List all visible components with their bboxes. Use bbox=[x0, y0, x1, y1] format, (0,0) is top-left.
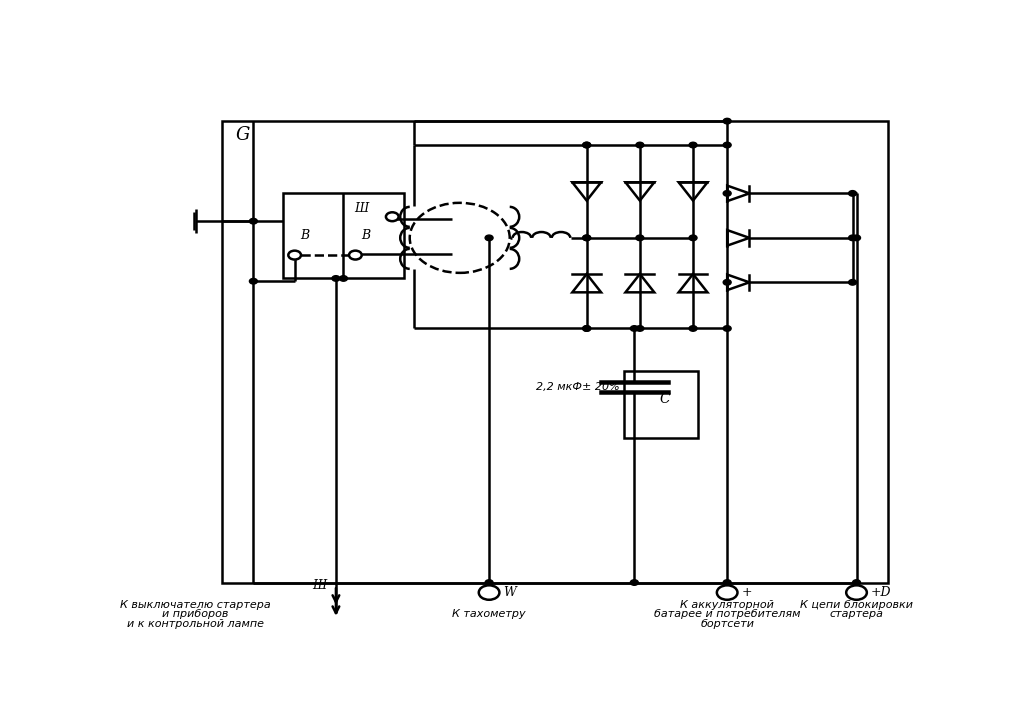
Circle shape bbox=[583, 142, 591, 148]
Circle shape bbox=[250, 279, 257, 284]
Circle shape bbox=[386, 212, 398, 221]
Circle shape bbox=[636, 235, 644, 240]
Text: Ш: Ш bbox=[312, 579, 327, 592]
Circle shape bbox=[349, 251, 361, 259]
Circle shape bbox=[723, 580, 731, 586]
Text: К цепи блокировки: К цепи блокировки bbox=[800, 600, 913, 610]
Circle shape bbox=[849, 235, 856, 240]
Circle shape bbox=[846, 586, 867, 600]
Circle shape bbox=[583, 326, 591, 331]
Text: G: G bbox=[236, 126, 250, 144]
Text: и приборов: и приборов bbox=[162, 609, 228, 619]
Circle shape bbox=[631, 580, 638, 586]
Circle shape bbox=[636, 326, 644, 331]
Circle shape bbox=[485, 235, 494, 240]
Text: К тахометру: К тахометру bbox=[453, 609, 526, 619]
Circle shape bbox=[717, 586, 737, 600]
Circle shape bbox=[289, 251, 301, 259]
Circle shape bbox=[583, 142, 591, 148]
Text: +: + bbox=[741, 586, 752, 599]
Circle shape bbox=[853, 235, 860, 240]
Text: К аккуляторной: К аккуляторной bbox=[680, 600, 774, 610]
Circle shape bbox=[849, 279, 856, 285]
Text: стартера: стартера bbox=[829, 609, 884, 619]
Circle shape bbox=[485, 580, 494, 586]
Circle shape bbox=[689, 142, 697, 148]
Circle shape bbox=[723, 191, 731, 196]
Text: Ш: Ш bbox=[354, 202, 368, 215]
Text: 2,2 мкФ± 20%: 2,2 мкФ± 20% bbox=[537, 383, 620, 392]
Text: В: В bbox=[361, 230, 371, 243]
Circle shape bbox=[583, 235, 591, 240]
Text: батарее и потребителям: батарее и потребителям bbox=[654, 609, 801, 619]
Text: +D: +D bbox=[870, 586, 891, 599]
Circle shape bbox=[332, 276, 340, 281]
Circle shape bbox=[849, 191, 856, 196]
Text: C: C bbox=[659, 392, 670, 406]
Circle shape bbox=[723, 118, 731, 124]
Circle shape bbox=[631, 326, 638, 331]
Circle shape bbox=[250, 218, 257, 224]
Circle shape bbox=[689, 326, 697, 331]
Text: и к контрольной лампе: и к контрольной лампе bbox=[127, 619, 264, 629]
Circle shape bbox=[583, 326, 591, 331]
Circle shape bbox=[689, 235, 697, 240]
Circle shape bbox=[636, 142, 644, 148]
Text: бортсети: бортсети bbox=[700, 619, 754, 629]
Circle shape bbox=[723, 279, 731, 285]
Text: W: W bbox=[504, 586, 516, 599]
Circle shape bbox=[479, 586, 500, 600]
Circle shape bbox=[853, 580, 860, 586]
Circle shape bbox=[723, 142, 731, 148]
Text: К выключателю стартера: К выключателю стартера bbox=[120, 600, 270, 610]
Circle shape bbox=[583, 235, 591, 240]
Text: В: В bbox=[300, 230, 309, 243]
Circle shape bbox=[340, 276, 347, 281]
Circle shape bbox=[723, 326, 731, 331]
